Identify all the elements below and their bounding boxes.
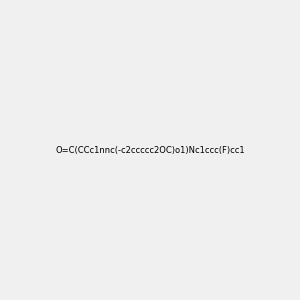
Text: O=C(CCc1nnc(-c2ccccc2OC)o1)Nc1ccc(F)cc1: O=C(CCc1nnc(-c2ccccc2OC)o1)Nc1ccc(F)cc1 [55,146,245,154]
